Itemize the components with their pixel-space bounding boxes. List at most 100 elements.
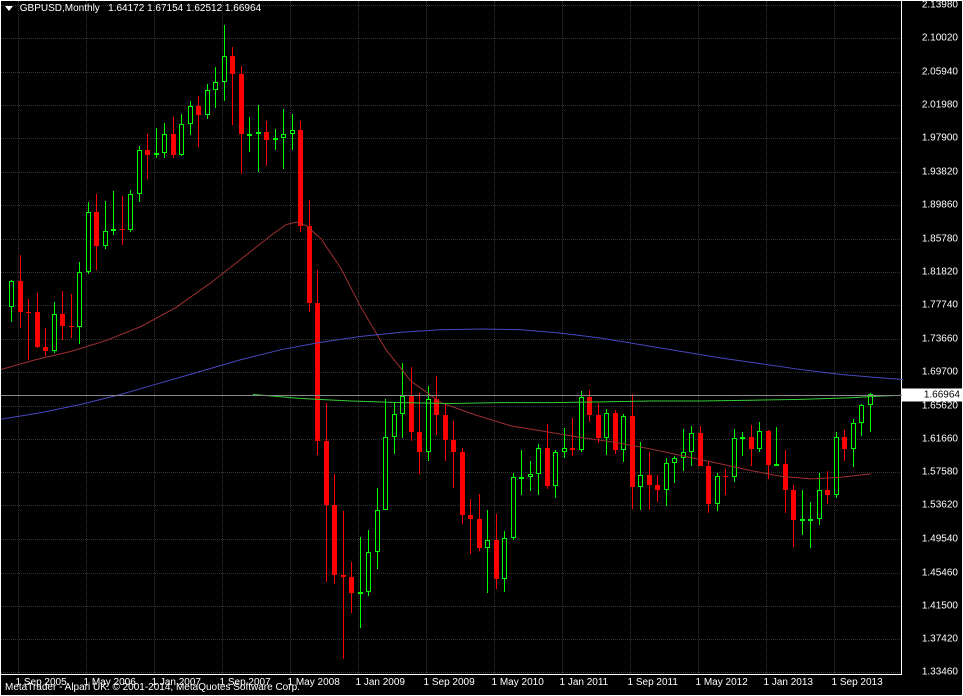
candle-wick	[802, 490, 803, 536]
candle-body	[94, 212, 99, 246]
candle-body	[621, 416, 626, 450]
candle-body	[715, 476, 720, 504]
candle-body	[698, 433, 703, 465]
x-tick-label: 1 Sep 2013	[832, 677, 883, 688]
candle-body	[417, 432, 422, 453]
candle-body	[366, 552, 371, 592]
candle-body	[596, 415, 601, 438]
y-tick-label: 2.01980	[922, 99, 958, 110]
candle-body	[128, 194, 133, 230]
candle-body	[638, 475, 643, 487]
chevron-down-icon[interactable]	[5, 6, 13, 11]
gridline-h	[1, 38, 902, 39]
candle-body	[43, 347, 48, 351]
candle-body	[519, 477, 524, 479]
candle-body	[383, 437, 388, 510]
candle-body	[613, 413, 618, 449]
candle-wick	[453, 421, 454, 488]
candle-body	[188, 106, 193, 124]
candle-body	[647, 475, 652, 485]
gridline-v	[18, 1, 19, 675]
candle-body	[247, 134, 252, 136]
candle-body	[732, 438, 737, 477]
candle-body	[664, 463, 669, 490]
candle-body	[460, 452, 465, 515]
gridline-h	[1, 505, 902, 506]
candle-wick	[122, 196, 123, 246]
candle-body	[264, 132, 269, 140]
y-tick-label: 1.65620	[922, 400, 958, 411]
candle-body	[749, 437, 754, 449]
candle-body	[400, 396, 405, 414]
candle-body	[468, 515, 473, 518]
gridline-v	[154, 1, 155, 675]
candle-wick	[45, 328, 46, 356]
x-tick-label: 1 May 2010	[492, 677, 544, 688]
candle-wick	[266, 121, 267, 166]
candle-body	[868, 394, 873, 405]
y-tick-label: 2.05940	[922, 66, 958, 77]
gridline-v	[698, 1, 699, 675]
y-tick-label: 1.45460	[922, 567, 958, 578]
candle-body	[783, 464, 788, 490]
candle-body	[375, 510, 380, 551]
candle-body	[103, 231, 108, 246]
y-tick-label: 1.85780	[922, 233, 958, 244]
y-tick-label: 1.33460	[922, 667, 958, 678]
candle-body	[18, 281, 23, 312]
candle-body	[256, 132, 261, 134]
candle-body	[60, 314, 65, 326]
candle-body	[672, 458, 677, 463]
gridline-v	[222, 1, 223, 675]
candle-wick	[147, 134, 148, 180]
y-axis: 2.139802.100202.059402.019801.979001.938…	[901, 1, 962, 675]
candle-body	[307, 226, 312, 303]
candle-wick	[360, 537, 361, 628]
candle-body	[859, 405, 864, 422]
chart-title-bar[interactable]: GBPUSD,Monthly 1.64172 1.67154 1.62512 1…	[5, 3, 261, 14]
candle-body	[230, 56, 235, 73]
gridline-h	[1, 539, 902, 540]
chart-plot-area[interactable]	[1, 1, 902, 675]
candle-body	[545, 448, 550, 486]
candle-body	[681, 452, 686, 459]
y-tick-label: 1.77740	[922, 300, 958, 311]
candle-wick	[258, 105, 259, 173]
gridline-h	[1, 305, 902, 306]
gridline-h	[1, 339, 902, 340]
x-tick-label: 1 Sep 2009	[424, 677, 475, 688]
candle-body	[35, 312, 40, 347]
y-tick-label: 2.10020	[922, 33, 958, 44]
x-tick-label: 1 May 2012	[696, 677, 748, 688]
candle-body	[740, 437, 745, 439]
candle-wick	[725, 469, 726, 495]
candle-body	[536, 448, 541, 474]
candle-body	[834, 437, 839, 495]
current-price-tag: 1.66964	[902, 388, 962, 401]
y-tick-label: 1.97900	[922, 133, 958, 144]
candle-body	[579, 397, 584, 450]
gridline-h	[1, 205, 902, 206]
y-tick-label: 1.57580	[922, 467, 958, 478]
y-tick-label: 1.53620	[922, 500, 958, 511]
current-price-line	[1, 395, 902, 396]
candle-body	[145, 150, 150, 155]
gridline-v	[358, 1, 359, 675]
y-tick-label: 1.81820	[922, 266, 958, 277]
gridline-h	[1, 372, 902, 373]
candle-body	[723, 476, 728, 478]
candle-body	[528, 474, 533, 477]
candle-body	[137, 150, 142, 194]
candle-body	[766, 431, 771, 465]
candle-wick	[470, 499, 471, 554]
y-tick-label: 2.13980	[922, 0, 958, 11]
candle-wick	[198, 96, 199, 147]
candle-body	[213, 82, 218, 89]
candle-body	[570, 448, 575, 450]
candle-wick	[343, 511, 344, 659]
candle-body	[706, 466, 711, 504]
candle-body	[757, 431, 762, 449]
candle-body	[604, 413, 609, 438]
candle-body	[290, 130, 295, 133]
candle-body	[689, 433, 694, 451]
